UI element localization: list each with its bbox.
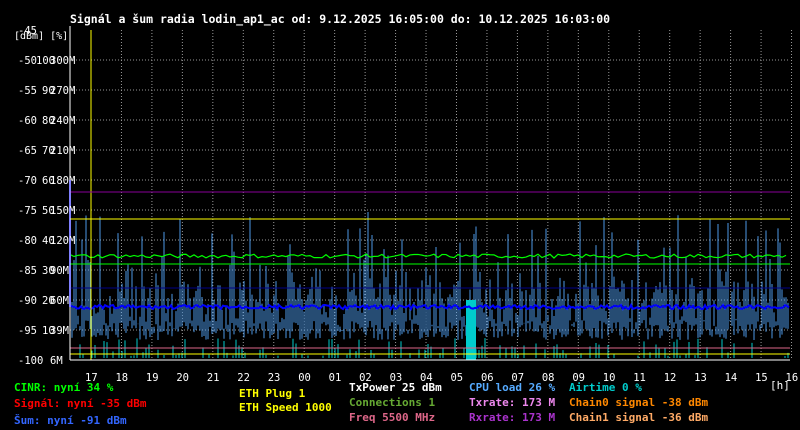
y-tick-dbm: -55 [18,85,37,97]
y-tick-rate: 300M [50,55,75,67]
legend-txrate: Txrate: 173 M [469,396,556,409]
y-tick-dbm: -45 [18,25,37,37]
chart-series [69,180,790,360]
x-tick-label: 18 [115,372,128,384]
x-tick-label: 06 [481,372,494,384]
legend-eth-plug: ETH Plug 1 [239,387,306,400]
x-tick-label: 02 [359,372,372,384]
legend-txpower: TxPower 25 dBm [349,381,442,394]
y-tick-dbm: -70 [18,175,37,187]
x-tick-label: 22 [237,372,250,384]
y-tick-rate: 60M [50,295,69,307]
legend-chain0: Chain0 signal -38 dBm [569,396,709,409]
x-tick-label: 20 [176,372,189,384]
legend-noise: Šum: nyní -91 dBm [14,414,127,427]
y-tick-dbm: -95 [18,325,37,337]
y-tick-pct: 60 [42,175,55,187]
x-tick-label: 13 [694,372,707,384]
y-tick-pct: 50 [42,205,55,217]
x-tick-label: 19 [146,372,159,384]
legend-cinr: CINR: nyní 34 % [14,381,114,394]
y-tick-pct: 100 [36,55,55,67]
x-tick-label: 14 [725,372,738,384]
x-tick-label: 04 [420,372,433,384]
legend-signal: Signál: nyní -35 dBm [14,397,147,410]
chart-title: Signál a šum radia lodin_ap1_ac od: 9.12… [70,12,611,26]
y-tick-dbm: -50 [18,55,37,67]
y-tick-dbm: -75 [18,205,37,217]
y-tick-pct: 70 [42,145,55,157]
x-tick-label: 08 [542,372,555,384]
y-tick-rate: 240M [50,115,75,127]
y-tick-dbm: -90 [18,295,37,307]
x-tick-label: 12 [664,372,677,384]
y-tick-dbm: -85 [18,265,37,277]
y-tick-rate: 120M [50,235,75,247]
x-tick-label: 05 [450,372,463,384]
chart-reference-lines [70,30,790,360]
x-tick-label: 00 [298,372,311,384]
x-tick-label: 03 [390,372,403,384]
x-tick-label: 09 [572,372,585,384]
x-tick-label: 11 [633,372,646,384]
y-tick-dbm: -80 [18,235,37,247]
y-tick-rate: 6M [50,355,63,367]
y-tick-pct: 40 [42,235,55,247]
legend-rxrate: Rxrate: 173 M [469,411,556,424]
y-tick-pct: 90 [42,85,55,97]
legend-cpu-load: CPU load 26 % [469,381,556,394]
y-tick-pct: 80 [42,115,55,127]
series-cpu-load [71,211,789,340]
legend-freq: Freq 5500 MHz [349,411,436,424]
y-tick-pct: 30 [42,265,55,277]
x-tick-label: 17 [85,372,98,384]
x-tick-label: 15 [755,372,768,384]
legend-airtime: Airtime 0 % [569,381,642,394]
y-tick-dbm: -65 [18,145,37,157]
x-tick-label: 23 [268,372,281,384]
y-tick-pct: 20 [42,295,55,307]
legend-eth-speed: ETH Speed 1000 [239,401,332,414]
y-tick-rate: 150M [50,205,75,217]
y-tick-rate: 270M [50,85,75,97]
y-tick-rate: 180M [50,175,75,187]
x-tick-label: 10 [603,372,616,384]
y-tick-rate: 210M [50,145,75,157]
y-tick-rate: 39M [50,325,69,337]
x-tick-label: 07 [511,372,524,384]
legend-chain1: Chain1 signal -36 dBm [569,411,709,424]
series-airtime-block [466,300,476,360]
y-tick-dbm: -60 [18,115,37,127]
y-tick-dbm: -100 [18,355,43,367]
legend-connections: Connections 1 [349,396,436,409]
series-noise [69,180,790,312]
y-axis-unit-label: [dBm] [%] [14,31,69,42]
x-tick-label: 16 [786,372,799,384]
x-tick-label: 01 [329,372,342,384]
x-tick-label: 21 [207,372,220,384]
x-axis-unit-label: [h] [770,379,790,392]
series-cinr [69,253,787,259]
y-tick-pct: 10 [42,325,55,337]
y-tick-rate: 90M [50,265,69,277]
